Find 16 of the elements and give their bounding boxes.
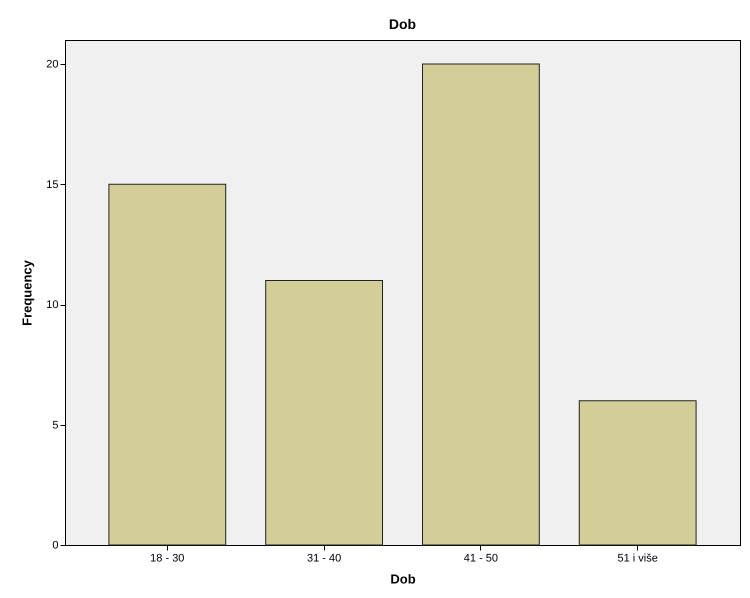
x-tick-label: 41 - 50 <box>464 552 498 564</box>
bar <box>422 64 540 546</box>
x-tick-label: 31 - 40 <box>306 552 342 564</box>
y-tick-label: 0 <box>52 540 58 552</box>
bar <box>108 184 226 546</box>
x-axis-title: Dob <box>390 572 416 586</box>
bar <box>578 400 697 546</box>
y-tick-label: 10 <box>46 299 58 312</box>
x-tick-label: 18 - 30 <box>150 552 184 564</box>
x-tick-label: 51 i više <box>618 552 658 564</box>
y-tick-label: 20 <box>46 58 58 71</box>
y-tick-label: 5 <box>52 419 58 432</box>
y-tick-label: 15 <box>46 178 58 191</box>
chart-title: Dob <box>388 16 416 32</box>
bar <box>265 280 384 546</box>
y-axis-title: Frequency <box>19 259 34 326</box>
